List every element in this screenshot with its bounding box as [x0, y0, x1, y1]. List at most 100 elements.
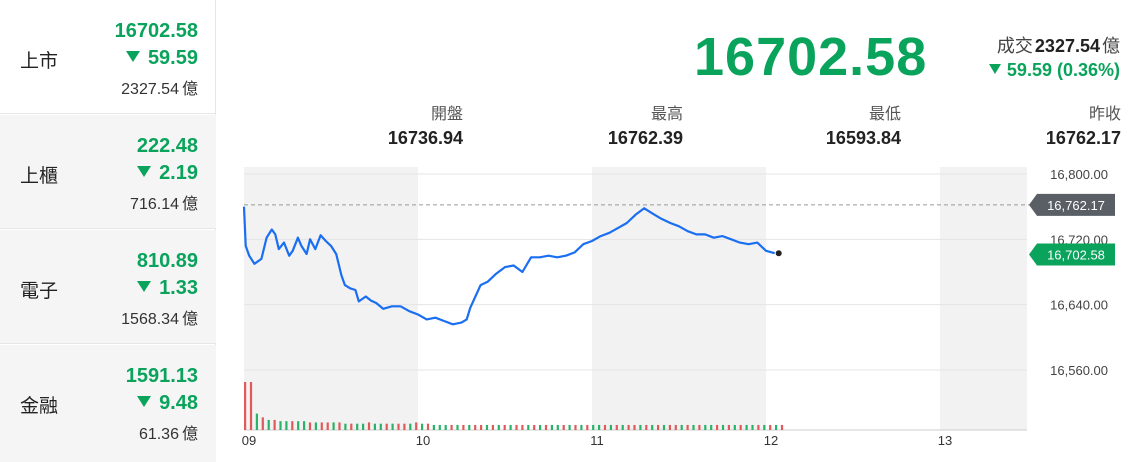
- volume-bar: [279, 421, 282, 430]
- index-volume: 2327.54 億: [121, 75, 198, 99]
- index-change: 59.59: [125, 47, 198, 70]
- prev-close-tag: 16,762.17: [1047, 198, 1105, 213]
- volume-bar: [716, 424, 719, 430]
- volume-bar: [621, 424, 624, 430]
- index-change: 9.48: [137, 392, 198, 415]
- volume-bar: [397, 423, 400, 430]
- volume-bar: [426, 423, 430, 430]
- volume-bar: [314, 422, 317, 430]
- price-line: [242, 206, 775, 326]
- volume-bar: [267, 419, 270, 430]
- volume-bar: [480, 424, 483, 430]
- volume-bar: [297, 421, 300, 430]
- y-tick-label: 16,800.00: [1050, 167, 1108, 182]
- volume-bar: [739, 424, 742, 430]
- volume-bar: [409, 423, 412, 430]
- stat-low: 最低 16593.84: [826, 100, 901, 149]
- index-item-finance[interactable]: 金融 1591.13 9.48 61.36 億: [0, 345, 216, 462]
- volume-bar: [444, 424, 447, 430]
- volume-bar: [450, 424, 453, 430]
- index-change-summary: 59.59 (0.36%): [988, 60, 1120, 81]
- index-volume-unit: 億: [181, 424, 198, 443]
- index-change: 1.33: [137, 277, 198, 300]
- volume-bar: [586, 424, 589, 430]
- volume-bar: [415, 422, 418, 430]
- volume-bar: [680, 424, 683, 430]
- volume-bar: [332, 422, 335, 430]
- index-volume-value: 1568.34: [121, 311, 179, 328]
- last-price-tag-bg: [1029, 243, 1115, 266]
- volume-bar: [780, 424, 784, 430]
- x-tick-label: 10: [416, 433, 430, 448]
- index-item-electronics[interactable]: 電子 810.89 1.33 1568.34 億: [0, 230, 216, 344]
- volume-bar: [544, 424, 548, 430]
- index-change-value: 1.33: [159, 277, 198, 299]
- index-volume: 1568.34 億: [121, 305, 198, 329]
- index-change-value: 9.48: [159, 392, 198, 414]
- stat-open: 開盤 16736.94: [388, 100, 463, 149]
- volume-bar: [609, 424, 612, 430]
- down-triangle-icon: [137, 396, 152, 407]
- index-price: 1591.13: [125, 365, 198, 387]
- volume-bar: [539, 424, 542, 430]
- volume-bar: [603, 424, 607, 430]
- last-price-tag: 16,702.58: [1047, 248, 1105, 263]
- index-change-value: 2.19: [159, 162, 198, 184]
- down-triangle-icon: [137, 281, 152, 292]
- volume-bar: [639, 424, 642, 430]
- index-volume: 716.14 億: [130, 190, 198, 214]
- index-volume-unit: 億: [181, 79, 198, 98]
- index-item-listed[interactable]: 上市 16702.58 59.59 2327.54 億: [0, 0, 216, 114]
- volume-bar: [763, 424, 766, 430]
- stat-value: 16762.39: [607, 128, 683, 148]
- volume-bar: [320, 422, 323, 430]
- trade-unit: 億: [1102, 36, 1120, 57]
- volume-bar: [645, 424, 648, 430]
- y-tick-label: 16,640.00: [1050, 298, 1108, 313]
- volume-bar: [421, 423, 424, 430]
- volume-bar: [745, 424, 748, 430]
- volume-bar: [255, 413, 258, 430]
- stat-label: 開盤: [430, 104, 463, 123]
- index-change-value: 59.59: [147, 47, 198, 69]
- last-point-marker: [775, 250, 782, 257]
- volume-bar: [592, 424, 595, 430]
- volume-bar: [598, 424, 601, 430]
- volume-bar: [291, 421, 294, 430]
- volume-bar: [338, 422, 341, 430]
- volume-bar: [385, 423, 388, 430]
- volume-bar: [474, 424, 477, 430]
- volume-bar: [456, 424, 459, 430]
- volume-bar: [686, 424, 689, 430]
- volume-bar: [326, 422, 329, 430]
- stat-label: 最高: [650, 104, 683, 123]
- volume-bar: [651, 424, 654, 430]
- volume-bar: [509, 424, 512, 430]
- volume-bar: [244, 382, 247, 430]
- trade-label: 成交: [996, 36, 1033, 57]
- stat-label: 昨收: [1088, 104, 1121, 123]
- volume-bar: [379, 423, 382, 430]
- volume-bar: [550, 424, 553, 430]
- volume-bar: [727, 424, 730, 430]
- trade-value: 2327.54: [1034, 36, 1100, 56]
- index-name: 電子: [20, 280, 59, 302]
- index-price: 16702.58: [114, 20, 198, 42]
- hour-band: [592, 167, 766, 430]
- volume-bar: [775, 424, 778, 430]
- volume-bar: [515, 424, 518, 430]
- volume-bar: [704, 424, 707, 430]
- volume-bar: [432, 424, 435, 430]
- index-volume-unit: 億: [181, 309, 198, 328]
- volume-bar: [491, 424, 494, 430]
- index-item-otc[interactable]: 上櫃 222.48 2.19 716.14 億: [0, 115, 216, 229]
- volume-bar: [273, 419, 276, 430]
- index-volume-value: 2327.54: [121, 81, 179, 98]
- down-triangle-icon: [125, 51, 140, 62]
- prev-close-tag-bg: [1029, 193, 1115, 216]
- index-sidebar: 上市 16702.58 59.59 2327.54 億 上櫃 222.48 2.1…: [0, 0, 216, 462]
- index-name: 金融: [20, 395, 59, 417]
- volume-bar: [356, 423, 359, 430]
- volume-bar: [285, 421, 288, 430]
